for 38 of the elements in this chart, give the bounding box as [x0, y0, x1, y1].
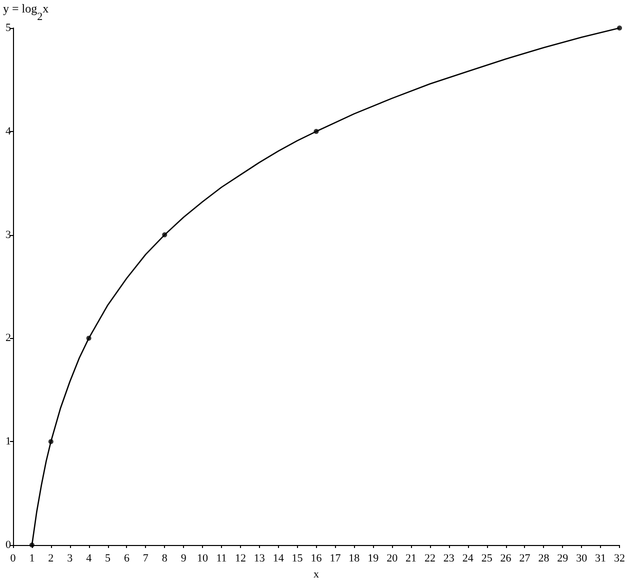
x-tick-label: 27	[519, 552, 531, 564]
x-tick-label: 23	[443, 552, 455, 564]
x-tick-label: 24	[462, 552, 474, 564]
x-tick-label: 12	[234, 552, 246, 564]
x-tick-label: 32	[614, 552, 625, 564]
x-tick-label: 30	[576, 552, 588, 564]
x-tick-label: 26	[500, 552, 512, 564]
x-tick-label: 19	[368, 552, 380, 564]
x-tick-label: 6	[124, 552, 130, 564]
x-tick-label: 17	[330, 552, 342, 564]
x-tick-label: 16	[310, 552, 322, 564]
x-tick-label: 20	[386, 552, 398, 564]
x-tick-label: 13	[254, 552, 266, 564]
x-tick-label: 31	[595, 552, 606, 564]
x-tick-label: 28	[538, 552, 550, 564]
y-tick-label: 4	[6, 125, 12, 138]
y-tick-label: 2	[6, 332, 11, 344]
x-tick-label: 4	[86, 552, 92, 564]
x-tick-label: 18	[348, 552, 360, 564]
x-tick-label: 10	[197, 552, 209, 564]
y-axis-title: y = log2x	[3, 2, 49, 24]
x-tick-label: 25	[481, 552, 493, 564]
y-tick-label: 0	[6, 539, 12, 551]
x-tick-label: 5	[105, 552, 112, 564]
x-tick-label: 8	[162, 552, 168, 564]
x-tick-label: 21	[406, 552, 417, 564]
x-axis-title: x	[314, 568, 320, 580]
x-tick-label: 29	[557, 552, 569, 564]
x-tick-label: 1	[29, 552, 35, 564]
x-tick-label: 11	[216, 552, 227, 564]
x-tick-label: 9	[180, 552, 187, 564]
x-tick-label: 22	[424, 552, 436, 564]
x-tick-label: 3	[67, 552, 74, 564]
x-tick-label: 14	[272, 552, 284, 564]
x-tick-label: 2	[48, 552, 54, 564]
x-tick-label: 15	[292, 552, 304, 564]
y-tick-label: 1	[6, 436, 11, 448]
x-tick-label: 7	[142, 552, 149, 564]
